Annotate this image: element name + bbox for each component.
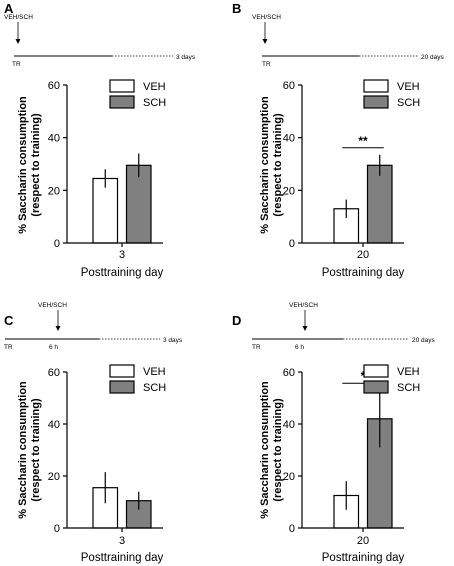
timeline: VEH/SCH TR 3 days [4,14,196,68]
panel-d: D VEH/SCH TR 20 days 6 h 0 20 40 60 % Saccharin c… [232,302,436,564]
arrow-head-icon [262,39,268,44]
y-tick-label: 20 [283,471,295,483]
y-axis-title-line2: (respect to training) [272,113,284,217]
legend-label-sch: SCH [397,382,420,394]
y-tick-label: 60 [48,80,60,92]
arrow-head-icon [55,326,61,331]
timeline: VEH/SCH TR 20 days 6 h [252,302,436,351]
injection-label: VEH/SCH [289,302,318,309]
y-axis-title: % Saccharin consumption(respect to train… [17,96,42,234]
y-axis-title-line2: (respect to training) [272,398,284,502]
y-tick-label: 40 [48,133,60,145]
x-axis-title: Posttraining day [322,552,405,564]
significance-label: ** [358,134,368,148]
y-tick-label: 60 [283,80,295,92]
y-tick-label: 20 [283,185,295,197]
bar-veh [92,177,119,244]
x-tick-label: 20 [357,249,369,261]
legend-label-veh: VEH [397,366,420,378]
legend-swatch-sch [109,380,135,394]
y-tick-label: 40 [48,419,60,431]
timeline-start-label: TR [4,344,13,351]
y-axis-title: % Saccharin consumption(respect to train… [17,381,42,519]
injection-label: VEH/SCH [4,14,33,21]
arrow-head-icon [302,326,308,331]
legend-swatch-veh [109,364,135,378]
y-tick-label: 0 [289,523,295,535]
y-axis-title-line1: % Saccharin consumption [17,381,29,519]
y-axis-title-line2: (respect to training) [30,113,42,217]
legend-swatch-sch [363,380,389,394]
panel-b: B VEH/SCH TR 20 days 0 20 40 60 % Saccharin cons… [232,1,445,279]
legend-label-veh: VEH [143,81,166,93]
legend-label-veh: VEH [397,81,420,93]
injection-label: VEH/SCH [252,14,281,21]
timeline-start-label: TR [262,61,271,68]
panel-c: C VEH/SCH TR 3 days 6 h 0 20 40 60 % Saccharin co… [4,302,183,564]
timeline-delay-label: 6 h [49,344,58,351]
significance-label: * [361,369,366,383]
bars [333,390,393,529]
x-tick-label: 3 [119,249,125,261]
y-axis-title-line1: % Saccharin consumption [259,381,271,519]
arrow-head-icon [15,39,21,44]
legend-label-sch: SCH [143,382,166,394]
y-tick-label: 20 [48,471,60,483]
y-tick-label: 0 [54,523,60,535]
legend-swatch-sch [363,95,389,109]
y-axis-title: % Saccharin consumption(respect to train… [259,96,284,234]
panel-letter: D [232,313,241,328]
y-tick-label: 60 [283,367,295,379]
y-tick-label: 40 [283,419,295,431]
legend: VEH SCH [109,79,166,109]
x-tick-label: 20 [357,535,369,547]
timeline: VEH/SCH TR 3 days 6 h [4,302,183,351]
legend-label-sch: SCH [143,97,166,109]
y-axis: 0 20 40 60 [48,367,68,535]
x-tick-label: 3 [119,535,125,547]
x-axis-title: Posttraining day [81,267,164,279]
bar-sch [366,164,393,244]
y-tick-label: 0 [289,238,295,250]
legend: VEH SCH [363,79,420,109]
y-axis-title-line1: % Saccharin consumption [17,96,29,234]
bars [333,154,393,244]
panel-letter: B [232,1,241,16]
legend: VEH SCH [363,364,420,394]
y-tick-label: 0 [54,238,60,250]
injection-label: VEH/SCH [38,302,67,309]
y-tick-label: 20 [48,185,60,197]
timeline-end-label: 3 days [176,54,196,61]
y-tick-label: 40 [283,133,295,145]
timeline-end-label: 20 days [412,337,436,344]
y-axis: 0 20 40 60 [48,80,68,250]
y-tick-label: 60 [48,367,60,379]
timeline: VEH/SCH TR 20 days [252,14,445,68]
y-axis: 0 20 40 60 [283,80,303,250]
x-axis-title: Posttraining day [81,552,164,564]
legend-swatch-veh [109,79,135,93]
bars [92,472,152,529]
panel-letter: A [4,1,14,16]
timeline-start-label: TR [252,344,261,351]
legend: VEH SCH [109,364,166,394]
y-axis: 0 20 40 60 [283,367,303,535]
legend-swatch-sch [109,95,135,109]
y-axis-title-line1: % Saccharin consumption [259,96,271,234]
timeline-delay-label: 6 h [295,344,304,351]
y-axis-title-line2: (respect to training) [30,398,42,502]
legend-swatch-veh [363,79,389,93]
legend-label-sch: SCH [397,97,420,109]
x-axis-title: Posttraining day [322,267,405,279]
y-axis-title: % Saccharin consumption(respect to train… [259,381,284,519]
legend-label-veh: VEH [143,366,166,378]
panel-letter: C [4,313,14,328]
bars [92,153,152,244]
timeline-end-label: 3 days [163,337,183,344]
timeline-end-label: 20 days [421,54,445,61]
timeline-start-label: TR [12,61,21,68]
legend-swatch-veh [363,364,389,378]
